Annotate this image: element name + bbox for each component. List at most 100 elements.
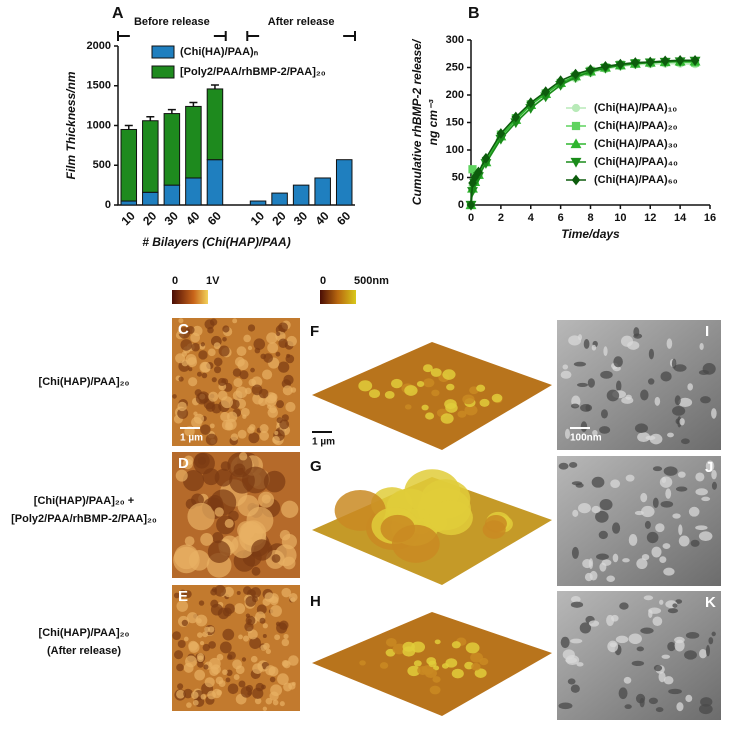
bar-segment: [314, 177, 331, 206]
peak: [424, 668, 437, 678]
particle: [652, 616, 663, 626]
grain: [237, 494, 260, 517]
particle: [640, 627, 654, 634]
peak: [444, 399, 457, 410]
particle: [666, 338, 673, 349]
error-bar: [189, 101, 198, 107]
particle: [562, 649, 575, 660]
grain: [213, 342, 221, 350]
particle: [648, 607, 662, 614]
grain: [278, 338, 288, 349]
row-label: [Poly2/PAA/rhBMP-2/PAA]₂₀: [11, 513, 157, 525]
particle: [672, 513, 681, 519]
grain: [220, 411, 230, 422]
grain: [177, 640, 186, 649]
panel-letter: B: [468, 5, 480, 22]
data-point: [660, 55, 670, 67]
grain: [182, 469, 205, 492]
bar-segment: [142, 120, 159, 193]
particle: [662, 543, 671, 549]
particle: [667, 432, 674, 438]
particle: [681, 438, 690, 445]
colorbar: [172, 290, 208, 304]
grain: [234, 603, 246, 615]
particle: [640, 389, 649, 401]
particle: [640, 492, 648, 503]
data-point: [474, 166, 483, 178]
y-tick-label: 0: [105, 199, 111, 211]
grain: [236, 590, 241, 595]
particle: [600, 409, 608, 419]
grain: [269, 676, 276, 683]
grain: [222, 669, 228, 676]
peak: [379, 662, 389, 669]
data-point: [481, 152, 491, 164]
grain: [201, 372, 208, 379]
particle: [580, 404, 593, 412]
particle: [672, 603, 678, 608]
legend-label: [Poly2/PAA/rhBMP-2/PAA]₂₀: [180, 66, 326, 78]
particle: [659, 556, 667, 564]
grain: [254, 697, 262, 705]
particle: [644, 520, 651, 529]
particle: [599, 562, 607, 572]
grain: [211, 377, 217, 383]
grain: [200, 424, 211, 435]
particle: [658, 671, 666, 683]
panel-letter: D: [178, 455, 189, 472]
grain: [247, 618, 252, 624]
grain: [261, 684, 266, 690]
grain: [279, 529, 291, 541]
grain: [250, 655, 258, 663]
peak: [440, 413, 454, 424]
particle: [570, 403, 580, 409]
peak: [482, 520, 506, 539]
bar-segment: [163, 184, 181, 206]
grain: [218, 377, 227, 387]
grain: [259, 431, 270, 441]
grain: [283, 374, 294, 385]
particle: [606, 575, 616, 582]
grain: [240, 407, 250, 417]
grain: [225, 677, 231, 683]
y-tick-label: 1000: [87, 119, 111, 131]
grain: [210, 603, 223, 616]
particle: [628, 633, 642, 645]
peak: [411, 641, 426, 653]
grain: [233, 674, 240, 681]
particle: [711, 481, 717, 490]
grain: [195, 392, 208, 405]
peak: [474, 668, 487, 678]
grain: [214, 585, 226, 597]
grain: [202, 643, 210, 652]
panel-letter: H: [310, 593, 321, 610]
grain: [239, 370, 249, 380]
particle: [646, 531, 659, 544]
particle: [679, 418, 685, 426]
particle: [705, 645, 710, 657]
particle: [628, 534, 638, 546]
grain: [230, 433, 239, 441]
particle: [558, 462, 569, 470]
grain: [270, 605, 282, 617]
panel-letter: G: [310, 458, 322, 475]
grain: [271, 554, 281, 563]
grain: [259, 424, 269, 434]
grain: [208, 657, 221, 670]
x-tick-label: 60: [334, 209, 354, 229]
particle: [645, 435, 656, 441]
peak: [465, 642, 480, 654]
particle: [568, 461, 578, 468]
grain: [177, 683, 184, 690]
colorbar-label: 1V: [206, 275, 220, 287]
panel-letter: J: [705, 459, 713, 476]
particle: [711, 469, 717, 480]
grain: [186, 612, 199, 624]
particle: [705, 460, 715, 472]
colorbar-label: 500nm: [354, 275, 389, 287]
data-point: [511, 111, 521, 123]
x-tick-label: 40: [183, 209, 203, 229]
grain: [238, 680, 246, 688]
peak: [464, 404, 478, 416]
x-tick-label: 12: [644, 212, 656, 224]
